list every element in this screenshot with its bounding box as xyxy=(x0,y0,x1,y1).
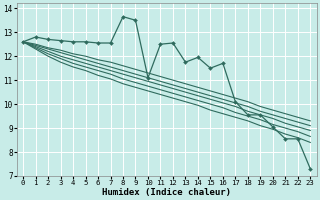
X-axis label: Humidex (Indice chaleur): Humidex (Indice chaleur) xyxy=(102,188,231,197)
